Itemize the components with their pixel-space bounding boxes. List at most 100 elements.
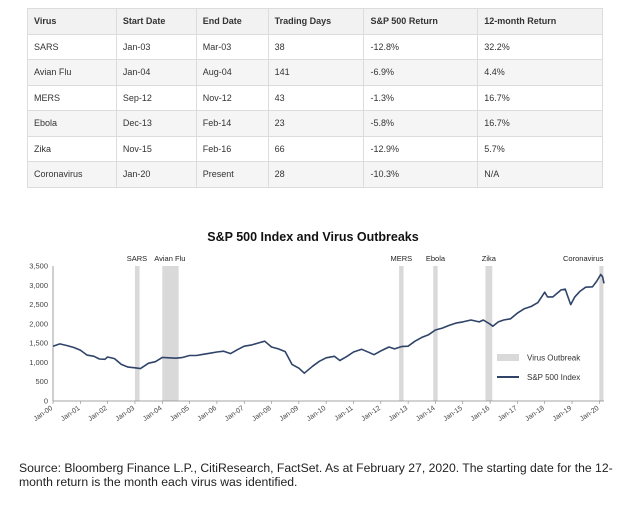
x-tick-label: Jan-14	[415, 405, 437, 423]
x-tick-label: Jan-10	[306, 405, 328, 423]
x-tick-label: Jan-11	[334, 405, 355, 423]
outbreak-labels: SARS Avian Flu MERS Ebola Zika Coronavirus	[127, 254, 604, 263]
cell-start-date: Sep-12	[115, 84, 197, 111]
x-tick-label: Jan-13	[388, 405, 410, 423]
outbreak-band-sars	[134, 266, 140, 401]
cell-virus: Zika	[27, 135, 117, 162]
cell-virus: Ebola	[27, 110, 117, 137]
x-tick-label: Jan-09	[278, 405, 300, 423]
x-tick-label: Jan-12	[360, 405, 382, 423]
virus-returns-table: Virus Start Date End Date Trading Days S…	[27, 8, 603, 188]
cell-trading-days: 28	[267, 161, 365, 188]
x-tick-label: Jan-01	[60, 405, 82, 423]
cell-trading-days: 141	[267, 59, 365, 86]
chart-title: S&P 500 Index and Virus Outbreaks	[207, 230, 418, 244]
cell-start-date: Jan-04	[115, 59, 197, 86]
cell-start-date: Jan-20	[115, 161, 197, 188]
y-tick-label: 0	[44, 397, 48, 406]
y-axis-ticks: 0 500 1,000 1,500 2,000 2,500 3,000 3,500	[29, 262, 48, 406]
y-tick-label: 2,000	[29, 319, 48, 328]
table-row: Avian Flu Jan-04 Aug-04 141 -6.9% 4.4%	[27, 59, 603, 86]
outbreak-band-zika	[485, 266, 493, 401]
cell-end-date: Nov-12	[195, 84, 269, 111]
x-tick-label: Jan-16	[470, 405, 492, 423]
cell-12-month-return: N/A	[477, 161, 603, 188]
x-tick-label: Jan-20	[579, 405, 601, 423]
outbreak-label: Zika	[482, 254, 497, 263]
outbreak-bands	[134, 266, 604, 401]
header-start-date: Start Date	[115, 8, 197, 35]
cell-sp500-return: -1.3%	[363, 84, 479, 111]
table-row: MERS Sep-12 Nov-12 43 -1.3% 16.7%	[27, 84, 603, 111]
cell-sp500-return: -6.9%	[363, 59, 479, 86]
x-tick-label: Jan-06	[197, 405, 219, 423]
legend-outbreak-swatch	[497, 354, 519, 361]
header-12-month-return: 12-month Return	[477, 8, 603, 35]
outbreak-band-ebola	[433, 266, 438, 401]
outbreak-label: Avian Flu	[154, 254, 185, 263]
cell-end-date: Feb-14	[195, 110, 269, 137]
y-tick-label: 2,500	[29, 300, 48, 309]
sp500-virus-chart: S&P 500 Index and Virus Outbreaks SARS Av…	[29, 230, 605, 423]
virus-returns-table-container: Virus Start Date End Date Trading Days S…	[27, 8, 603, 188]
cell-end-date: Feb-16	[195, 135, 269, 162]
x-tick-label: Jan-17	[497, 405, 519, 423]
header-virus: Virus	[27, 8, 117, 35]
cell-12-month-return: 4.4%	[477, 59, 603, 86]
sp500-index-line	[52, 273, 605, 374]
header-sp500-return: S&P 500 Return	[363, 8, 479, 35]
legend-outbreak-label: Virus Outbreak	[527, 354, 581, 363]
x-tick-label: Jan-15	[442, 405, 464, 423]
cell-virus: MERS	[27, 84, 117, 111]
outbreak-band-avian-flu	[162, 266, 179, 401]
cell-end-date: Mar-03	[195, 33, 269, 60]
chart-axes	[52, 266, 604, 402]
y-tick-label: 500	[35, 377, 48, 386]
x-tick-label: Jan-07	[224, 405, 246, 423]
y-tick-label: 3,000	[29, 281, 48, 290]
y-tick-label: 1,500	[29, 339, 48, 348]
legend-index-label: S&P 500 Index	[527, 373, 580, 382]
cell-end-date: Aug-04	[195, 59, 269, 86]
outbreak-label: SARS	[127, 254, 147, 263]
cell-virus: SARS	[27, 33, 117, 60]
x-tick-label: Jan-05	[169, 405, 191, 423]
x-tick-label: Jan-02	[87, 405, 109, 423]
cell-end-date: Present	[195, 161, 269, 188]
outbreak-band-mers	[399, 266, 404, 401]
outbreak-label: Ebola	[426, 254, 446, 263]
outbreak-band-coronavirus	[599, 266, 604, 401]
x-tick-label: Jan-03	[115, 405, 137, 423]
header-trading-days: Trading Days	[267, 8, 365, 35]
cell-sp500-return: -12.8%	[363, 33, 479, 60]
table-row: Ebola Dec-13 Feb-14 23 -5.8% 16.7%	[27, 110, 603, 137]
chart-legend: Virus Outbreak S&P 500 Index	[497, 354, 581, 382]
cell-start-date: Dec-13	[115, 110, 197, 137]
cell-12-month-return: 16.7%	[477, 110, 603, 137]
x-tick-label: Jan-00	[33, 405, 55, 423]
y-tick-label: 1,000	[29, 358, 48, 367]
cell-virus: Coronavirus	[27, 161, 117, 188]
y-tick-label: 3,500	[29, 262, 48, 271]
x-tick-label: Jan-19	[552, 405, 574, 423]
table-row: SARS Jan-03 Mar-03 38 -12.8% 32.2%	[27, 33, 603, 60]
cell-virus: Avian Flu	[27, 59, 117, 86]
cell-start-date: Nov-15	[115, 135, 197, 162]
table-row: Coronavirus Jan-20 Present 28 -10.3% N/A	[27, 161, 603, 188]
x-axis-ticks: Jan-00 Jan-01 Jan-02 Jan-03 Jan-04 Jan-05 Jan-…	[33, 401, 601, 423]
x-tick-label: Jan-08	[251, 405, 273, 423]
cell-trading-days: 43	[267, 84, 365, 111]
cell-sp500-return: -5.8%	[363, 110, 479, 137]
table-header-row: Virus Start Date End Date Trading Days S…	[27, 8, 603, 35]
cell-sp500-return: -12.9%	[363, 135, 479, 162]
x-tick-label: Jan-04	[142, 405, 164, 423]
cell-trading-days: 38	[267, 33, 365, 60]
cell-start-date: Jan-03	[115, 33, 197, 60]
cell-12-month-return: 16.7%	[477, 84, 603, 111]
outbreak-label: Coronavirus	[563, 254, 604, 263]
cell-12-month-return: 32.2%	[477, 33, 603, 60]
header-end-date: End Date	[195, 8, 269, 35]
source-note: Source: Bloomberg Finance L.P., CitiRese…	[19, 461, 613, 489]
cell-12-month-return: 5.7%	[477, 135, 603, 162]
outbreak-label: MERS	[390, 254, 412, 263]
